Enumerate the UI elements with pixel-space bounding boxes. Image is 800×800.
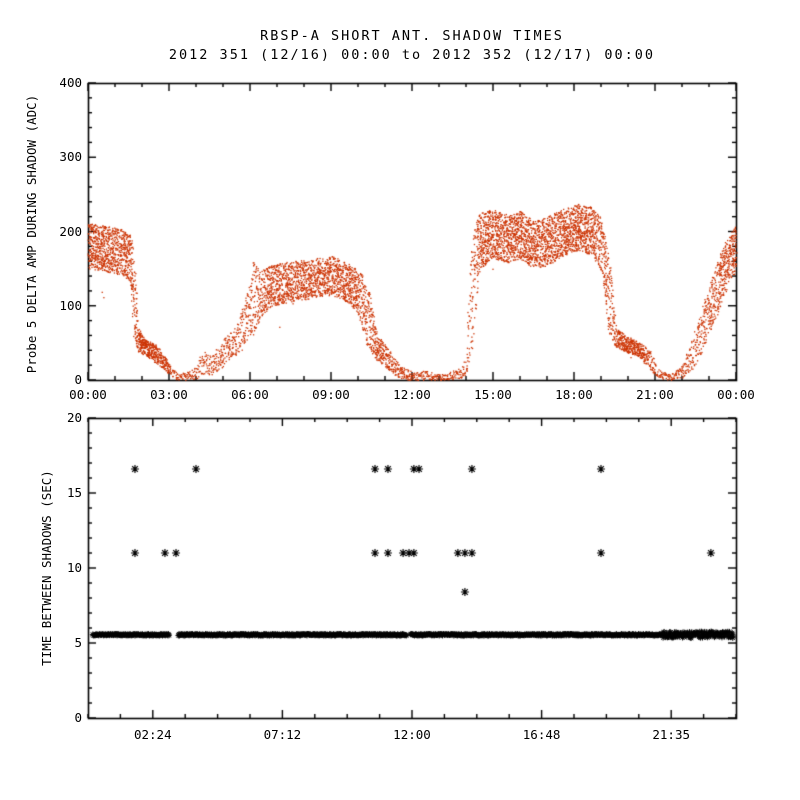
chart-title: RBSP-A SHORT ANT. SHADOW TIMES — [260, 28, 564, 44]
top-x-tick-label: 00:00 — [717, 387, 755, 402]
bottom-x-tick-label: 16:48 — [522, 727, 561, 742]
top-y-tick-label: 100 — [59, 297, 82, 313]
bottom-x-tick-label: 21:35 — [652, 727, 691, 742]
top-y-tick-label: 300 — [59, 149, 82, 165]
top-y-tick-label: 400 — [59, 75, 82, 90]
top-x-tick-label: 12:00 — [393, 387, 431, 402]
top-x-tick-label: 15:00 — [474, 387, 512, 402]
bottom-y-tick-label: 10 — [66, 560, 82, 575]
top-y-tick-label: 200 — [59, 223, 82, 239]
bottom-y-tick-label: 20 — [66, 410, 82, 425]
bottom-x-tick-label: 02:24 — [133, 727, 172, 742]
bottom-y-tick-label: 0 — [74, 710, 82, 725]
bottom-y-tick-label: 15 — [66, 485, 82, 500]
top-x-tick-label: 00:00 — [69, 387, 107, 402]
bottom-x-tick-label: 07:12 — [263, 727, 302, 742]
top-y-tick-label: 0 — [74, 372, 82, 387]
top-x-tick-label: 21:00 — [636, 387, 674, 402]
top-x-tick-label: 06:00 — [231, 387, 269, 402]
bottom-x-tick-label: 12:00 — [393, 727, 431, 742]
bottom-y-tick-label: 5 — [74, 635, 82, 650]
top-x-tick-label: 03:00 — [150, 387, 188, 402]
chart-subtitle: 2012 351 (12/16) 00:00 to 2012 352 (12/1… — [168, 47, 656, 63]
top-x-tick-label: 18:00 — [555, 387, 593, 402]
top-x-tick-label: 09:00 — [312, 387, 350, 402]
